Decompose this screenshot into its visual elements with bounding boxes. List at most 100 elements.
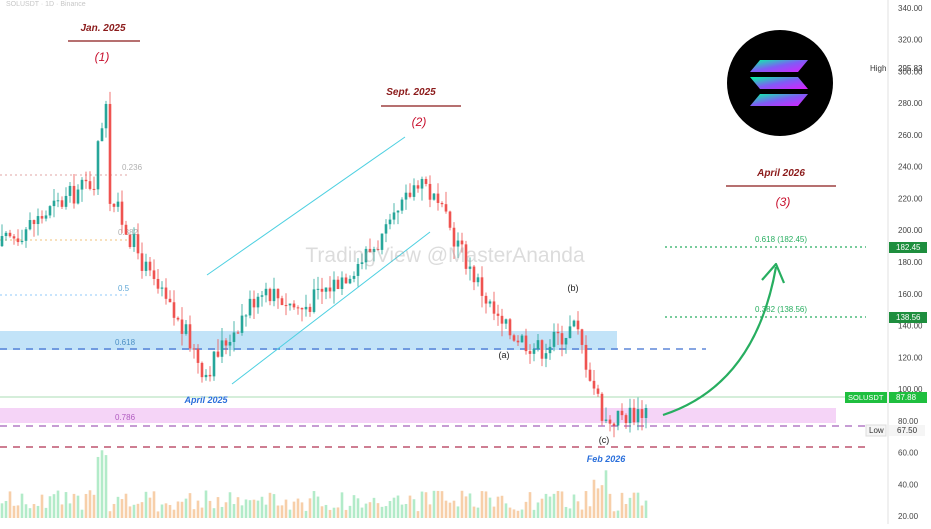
volume-bar: [32, 504, 36, 518]
volume-bar: [84, 493, 88, 518]
volume-bar: [400, 504, 404, 518]
volume-bar: [636, 492, 640, 518]
volume-bar: [456, 506, 460, 518]
candle-body: [444, 204, 448, 212]
candle-body: [116, 201, 120, 207]
candle-body: [152, 270, 156, 279]
volume-bar: [416, 511, 420, 518]
volume-bar: [588, 506, 592, 518]
sept-2025-label: Sept. 2025: [386, 87, 436, 98]
price-tick-label: 140.00: [898, 322, 923, 331]
volume-bar: [196, 500, 200, 518]
low-value-bg: [889, 425, 925, 436]
candle-body: [456, 240, 460, 247]
volume-bar: [576, 501, 580, 518]
volume-bar: [320, 506, 324, 518]
volume-bar: [300, 502, 304, 518]
sub-wave-c: (c): [599, 435, 610, 445]
candle-body: [56, 200, 60, 202]
candle-body: [636, 409, 640, 423]
candle-body: [476, 277, 480, 283]
volume-bar: [268, 492, 272, 518]
volume-bar: [316, 496, 320, 518]
volume-bar: [192, 509, 196, 518]
jan-2025-label: Jan. 2025: [80, 23, 125, 34]
candle-body: [240, 315, 244, 333]
candle-body: [616, 410, 620, 426]
target-low-tag: [889, 312, 927, 323]
volume-bar: [344, 509, 348, 518]
volume-bar: [116, 496, 120, 518]
candle-body: [176, 317, 180, 320]
candle-body: [288, 303, 292, 306]
candle-body: [168, 298, 172, 303]
candle-body: [416, 185, 420, 189]
candle-body: [8, 232, 12, 237]
candle-body: [452, 227, 456, 247]
target-high-tag: [889, 242, 927, 253]
volume-bar: [248, 500, 252, 518]
candle-body: [580, 329, 584, 345]
volume-bar: [424, 492, 428, 518]
volume-bar: [304, 510, 308, 518]
volume-bar: [280, 505, 284, 518]
volume-bar: [0, 503, 4, 518]
volume-bar: [176, 501, 180, 518]
current-value: 87.88: [896, 393, 917, 402]
candle-body: [336, 279, 340, 289]
price-tick-label: 60.00: [898, 449, 919, 458]
volume-bar: [312, 491, 316, 518]
volume-bar: [324, 504, 328, 518]
volume-bar: [452, 500, 456, 518]
volume-bar: [352, 495, 356, 518]
candle-body: [520, 335, 524, 343]
volume-bar: [384, 506, 388, 518]
volume-bar: [336, 507, 340, 518]
volume-bar: [472, 506, 476, 518]
volume-bar: [120, 499, 124, 518]
volume-bar: [220, 506, 224, 518]
current-value-tag: [889, 392, 927, 403]
channel-lower: [231, 231, 431, 385]
volume-bar: [212, 508, 216, 518]
volume-bar: [52, 494, 56, 518]
volume-bar: [204, 490, 208, 518]
wave-2-label: (2): [412, 115, 427, 129]
candle-body: [440, 202, 444, 205]
candle-body: [464, 244, 468, 269]
volume-bar: [580, 509, 584, 518]
candle-body: [224, 340, 228, 346]
volume-bar: [448, 502, 452, 518]
candle-body: [568, 326, 572, 338]
candle-body: [384, 224, 388, 234]
volume-bar: [500, 495, 504, 518]
price-tick-label: 160.00: [898, 290, 923, 299]
candle-body: [112, 203, 116, 207]
price-tick-label: 280.00: [898, 99, 923, 108]
volume-bar: [392, 497, 396, 518]
projection-arrow: [662, 266, 778, 417]
volume-bar: [96, 456, 100, 518]
price-tick-label: 120.00: [898, 353, 923, 362]
volume-bar: [496, 496, 500, 518]
candle-body: [128, 234, 132, 247]
candle-body: [372, 249, 376, 253]
candle-body: [596, 388, 600, 394]
projection-arrowhead: [761, 262, 786, 284]
volume-bar: [108, 511, 112, 518]
candle-body: [96, 141, 100, 190]
candle-body: [512, 335, 516, 341]
candle-body: [500, 315, 504, 324]
volume-bar: [28, 508, 32, 518]
volume-bar: [252, 499, 256, 518]
candle-body: [20, 240, 24, 243]
candle-body: [448, 211, 452, 228]
candle-body: [104, 103, 108, 129]
volume-bar: [104, 455, 108, 518]
candle-body: [488, 301, 492, 304]
target-low-value: 138.56: [896, 313, 921, 322]
candle-body: [220, 340, 224, 357]
fib-0618-label: 0.618: [115, 338, 136, 347]
